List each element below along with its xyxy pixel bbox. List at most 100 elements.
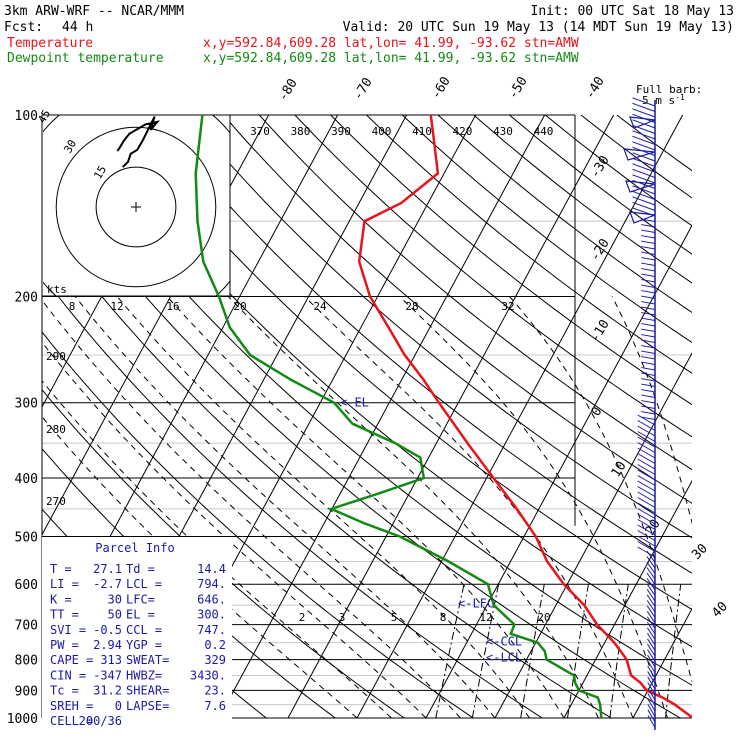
parcel-info-cell: 200/36 [79,714,122,728]
wind-barb [632,163,656,173]
wind-barb [641,290,656,294]
wind-barb [641,334,656,338]
parcel-info-cell: HWBZ= [126,668,162,682]
wind-barb [641,312,656,316]
wind-barb [647,709,656,723]
mixing-ratio-label-lower-2: 2 [299,611,306,624]
isotherm--30 [287,115,615,719]
dry-adiabat-470 [616,115,692,172]
wind-barb [646,550,656,563]
parcel-info-box: Parcel Info T = 27.1 Td = 14.4 LI = -2.7 LCL = 7… [42,537,232,728]
wind-barb [641,356,656,360]
wind-barb [646,627,656,640]
mixing-ratio-label-upper-32: 32 [501,300,514,313]
parcel-info-cell: CCL = [126,623,162,637]
valid-time: Valid: 20 UTC Sun 19 May 13 (14 MDT Sun … [343,20,734,35]
wind-barb [641,279,656,283]
wind-barb [647,649,656,662]
parcel-info-cell: EL = [126,608,155,622]
theta-e-label-440: 440 [534,125,554,138]
wind-barb [641,383,656,387]
wind-barb [641,301,656,305]
parcel-info-cell: SHEAR= [126,684,169,698]
isotherm-label--70: -70 [351,75,376,103]
dewpoint-legend: Dewpoint temperature [7,51,164,66]
wind-barb [641,339,656,343]
parcel-info-cell: 50 [108,608,122,622]
wind-barb [637,414,656,426]
hodograph-units: kts [47,283,67,296]
mixing-ratio-label-upper-12: 12 [110,300,123,313]
parcel-info-cell: SREH = [50,699,93,713]
parcel-info-cell: -347 [93,668,122,682]
wind-barb [646,605,656,618]
wind-barb [641,378,656,382]
dry-adiabat-270 [42,331,474,719]
dry-adiabat-310 [44,115,692,686]
wind-barb [641,317,656,321]
dry-adiabat-280 [42,274,543,719]
mixing-ratio-label-lower-8: 8 [440,611,447,624]
wind-flag [629,211,656,224]
wind-barb [637,535,656,547]
wind-barb [647,715,656,728]
profiles [194,115,692,719]
isotherm-label-40: 40 [709,599,731,621]
pressure-label-400: 400 [15,472,38,487]
wind-barb [632,108,656,118]
isotherm-label--20: -20 [588,236,613,264]
wind-barb [637,530,656,541]
hodograph-ring-60 [55,126,217,288]
isotherm--10 [425,224,692,719]
dry-adiabat-290 [42,219,612,719]
wind-barb [641,323,656,327]
moist-adiabat-35 [611,296,692,525]
wind-barb [632,201,656,211]
isotherm-label-20: 20 [643,517,664,538]
wind-barb [641,350,656,354]
wind-barb [647,654,656,668]
wind-barb [646,572,656,585]
isotherm-10 [563,479,692,719]
wind-barb [641,257,656,261]
wind-barb [632,196,656,206]
forecast-label: Fcst: [4,20,43,35]
parcel-info-cell: T = [50,562,72,576]
wind-barb [637,436,656,448]
wind-barb [641,394,656,398]
theta-e-label-430: 430 [493,125,513,138]
wind-barb [641,372,656,376]
wind-barb [637,508,656,519]
wind-barb [647,671,656,684]
wind-barb [641,235,656,239]
mixing-ratio-label-upper-8: 8 [69,300,76,313]
isotherm-label--60: -60 [429,74,454,102]
wind-barb [641,224,656,228]
wind-barbs [623,97,656,730]
forecast-hour: 44 h [62,20,93,35]
hodograph-ring-label-45: 45 [35,108,53,126]
parcel-info-cell: -2.7 [93,577,122,591]
parcel-level-lfc: <-LFC [458,597,494,611]
wind-barb [641,411,656,415]
parcel-info-cell: LAPSE= [126,699,169,713]
wind-barb [641,229,656,233]
adiabat-lines [42,115,692,719]
parcel-info-cell: 329 [204,653,226,667]
wind-barb [641,361,656,365]
wind-barb [641,345,656,349]
isotherm-20 [632,607,692,719]
parcel-info-cell: LFC= [126,592,155,606]
wind-barb [637,453,656,464]
parcel-info-cell: CIN = [50,668,86,682]
parcel-info-cell: 3430. [190,668,226,682]
wind-barb [637,469,656,481]
parcel-info-title: Parcel Info [95,541,174,555]
parcel-info-cell: Td = [126,562,155,576]
wind-barb [641,240,656,244]
wind-barb [637,541,656,552]
isotherm-label--30: -30 [588,153,613,181]
parcel-info-cell: 646. [197,592,226,606]
parcel-info-cell: -0.5 [93,623,122,637]
